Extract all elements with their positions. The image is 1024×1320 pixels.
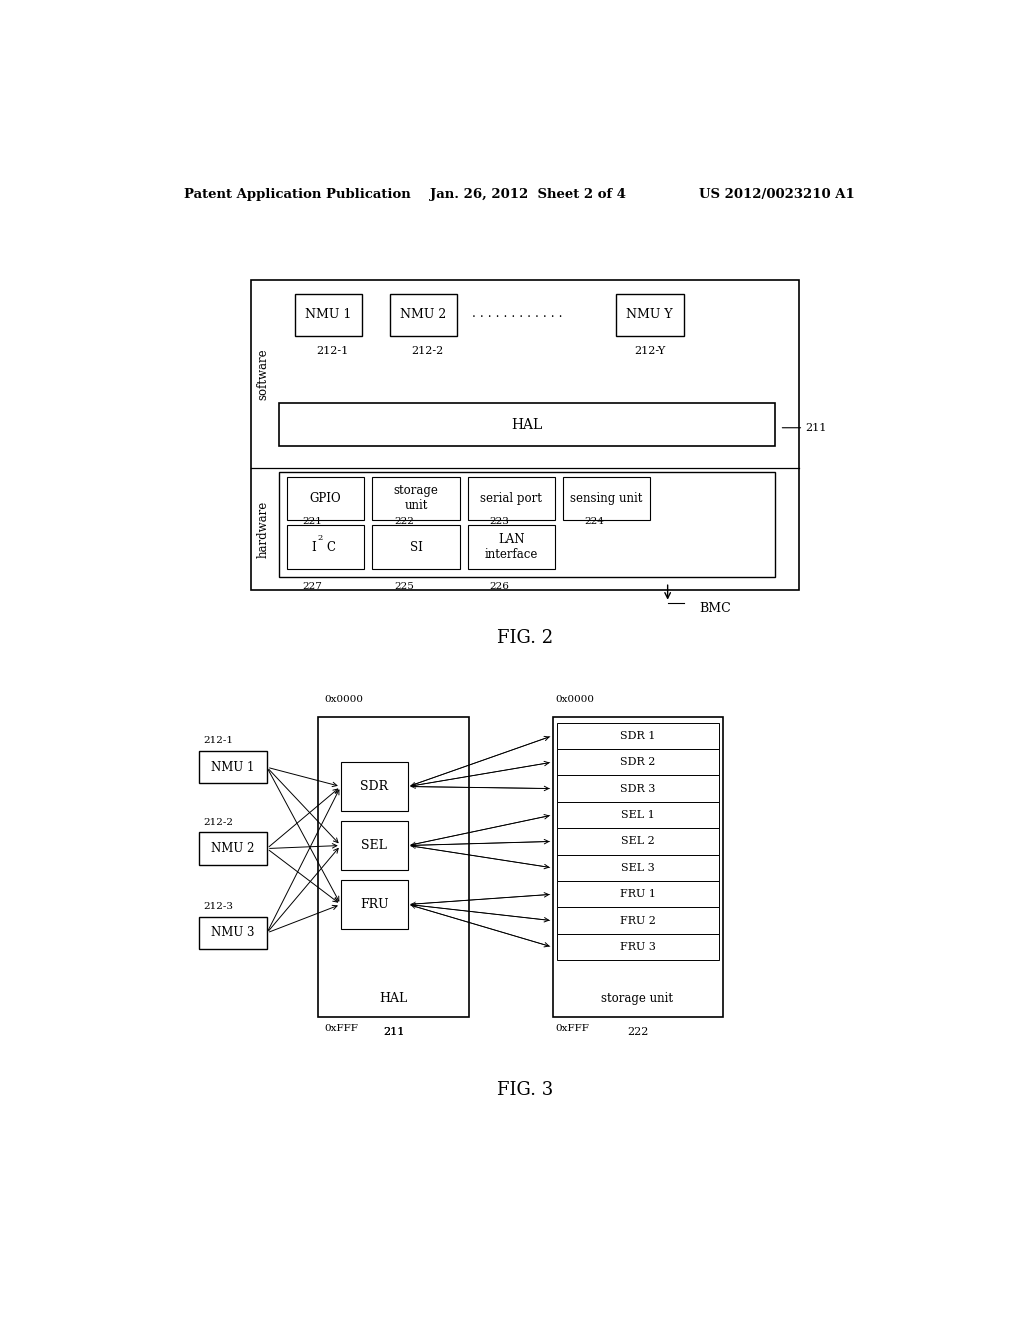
FancyBboxPatch shape: [341, 762, 409, 810]
FancyBboxPatch shape: [563, 477, 650, 520]
Text: 212-3: 212-3: [204, 902, 233, 911]
FancyBboxPatch shape: [373, 525, 460, 569]
Text: FRU: FRU: [360, 898, 389, 911]
Text: NMU Y: NMU Y: [627, 309, 673, 322]
Text: 211: 211: [806, 422, 827, 433]
Text: 212-1: 212-1: [316, 346, 348, 356]
Text: FIG. 2: FIG. 2: [497, 630, 553, 647]
Text: FRU 2: FRU 2: [620, 916, 655, 925]
Text: I: I: [311, 541, 316, 553]
Text: FRU 3: FRU 3: [620, 942, 655, 952]
FancyBboxPatch shape: [557, 722, 719, 748]
FancyBboxPatch shape: [557, 801, 719, 828]
FancyBboxPatch shape: [251, 280, 799, 590]
Text: SDR 2: SDR 2: [621, 758, 655, 767]
Text: serial port: serial port: [480, 492, 543, 504]
Text: NMU 1: NMU 1: [305, 309, 351, 322]
Text: 212-Y: 212-Y: [634, 346, 666, 356]
Text: software: software: [257, 348, 269, 400]
FancyBboxPatch shape: [318, 718, 469, 1018]
Text: 2: 2: [317, 535, 323, 543]
Text: SDR 3: SDR 3: [621, 784, 655, 793]
Text: storage unit: storage unit: [601, 993, 674, 1006]
Text: SEL 3: SEL 3: [621, 863, 654, 873]
Text: SEL 1: SEL 1: [621, 810, 654, 820]
Text: SEL 2: SEL 2: [621, 837, 654, 846]
FancyBboxPatch shape: [200, 833, 267, 865]
FancyBboxPatch shape: [287, 525, 365, 569]
Text: US 2012/0023210 A1: US 2012/0023210 A1: [699, 189, 855, 202]
FancyBboxPatch shape: [341, 821, 409, 870]
Text: 0xFFF: 0xFFF: [555, 1024, 589, 1034]
Text: HAL: HAL: [380, 993, 408, 1006]
Text: 223: 223: [489, 517, 509, 527]
FancyBboxPatch shape: [557, 854, 719, 880]
FancyBboxPatch shape: [200, 751, 267, 784]
FancyBboxPatch shape: [341, 880, 409, 929]
Text: NMU 1: NMU 1: [212, 760, 255, 774]
Text: NMU 2: NMU 2: [212, 842, 255, 855]
Text: SI: SI: [410, 541, 423, 553]
FancyBboxPatch shape: [468, 477, 555, 520]
Text: . . . . . . . . . . . .: . . . . . . . . . . . .: [472, 308, 562, 321]
FancyBboxPatch shape: [557, 748, 719, 775]
FancyBboxPatch shape: [557, 880, 719, 907]
Text: storage
unit: storage unit: [393, 484, 438, 512]
Text: 222: 222: [627, 1027, 648, 1038]
FancyBboxPatch shape: [557, 775, 719, 801]
Text: 225: 225: [394, 582, 414, 591]
FancyBboxPatch shape: [557, 907, 719, 935]
Text: NMU 3: NMU 3: [211, 927, 255, 940]
FancyBboxPatch shape: [557, 935, 719, 961]
FancyBboxPatch shape: [373, 477, 460, 520]
Text: 227: 227: [302, 582, 323, 591]
FancyBboxPatch shape: [468, 525, 555, 569]
Text: HAL: HAL: [511, 417, 543, 432]
FancyBboxPatch shape: [295, 293, 362, 337]
Text: 221: 221: [302, 517, 323, 527]
FancyBboxPatch shape: [287, 477, 365, 520]
Text: 211: 211: [383, 1027, 404, 1038]
FancyBboxPatch shape: [279, 404, 775, 446]
Text: 212-1: 212-1: [204, 735, 233, 744]
Text: Jan. 26, 2012  Sheet 2 of 4: Jan. 26, 2012 Sheet 2 of 4: [430, 189, 626, 202]
Text: 212-2: 212-2: [412, 346, 443, 356]
Text: SDR: SDR: [360, 780, 388, 793]
Text: 212-2: 212-2: [204, 818, 233, 828]
Text: SDR 1: SDR 1: [621, 731, 655, 741]
Text: BMC: BMC: [699, 602, 731, 615]
Text: FIG. 3: FIG. 3: [497, 1081, 553, 1100]
Text: LAN
interface: LAN interface: [484, 533, 538, 561]
Text: 211: 211: [383, 1027, 404, 1038]
Text: 222: 222: [394, 517, 414, 527]
Text: SEL: SEL: [361, 840, 387, 851]
Text: 0x0000: 0x0000: [555, 696, 594, 704]
Text: Patent Application Publication: Patent Application Publication: [183, 189, 411, 202]
Text: hardware: hardware: [257, 500, 269, 558]
FancyBboxPatch shape: [390, 293, 458, 337]
Text: C: C: [327, 541, 336, 553]
FancyBboxPatch shape: [553, 718, 723, 1018]
FancyBboxPatch shape: [279, 473, 775, 577]
FancyBboxPatch shape: [200, 916, 267, 949]
Text: sensing unit: sensing unit: [570, 492, 643, 504]
Text: 0xFFF: 0xFFF: [325, 1024, 358, 1034]
Text: FRU 1: FRU 1: [620, 890, 655, 899]
Text: NMU 2: NMU 2: [400, 309, 446, 322]
Text: 224: 224: [585, 517, 604, 527]
Text: 226: 226: [489, 582, 509, 591]
Text: GPIO: GPIO: [310, 492, 341, 504]
FancyBboxPatch shape: [616, 293, 684, 337]
Text: 0x0000: 0x0000: [325, 696, 364, 704]
FancyBboxPatch shape: [557, 828, 719, 854]
